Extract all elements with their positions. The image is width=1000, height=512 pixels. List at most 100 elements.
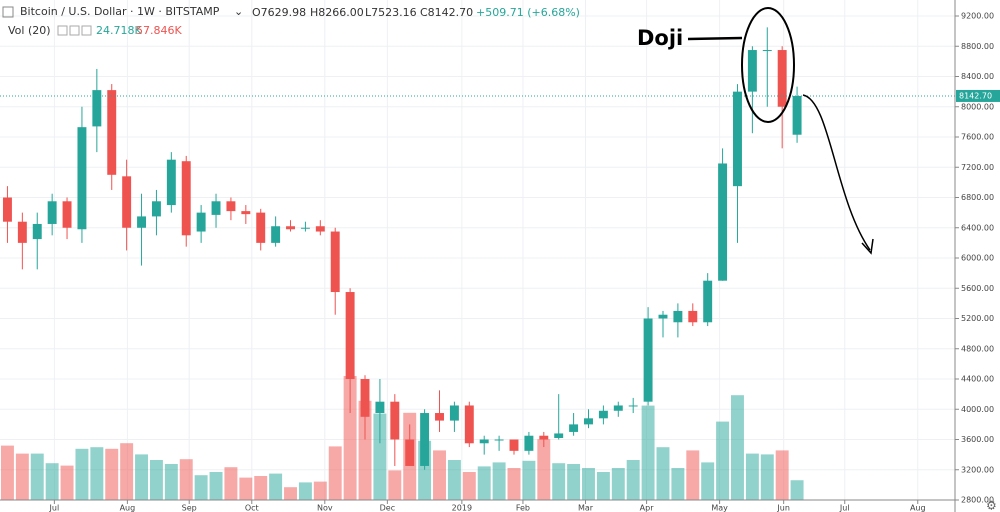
volume-bar [269, 473, 283, 500]
symbol-title: Bitcoin / U.S. Dollar · 1W · BITSTAMP [20, 5, 220, 18]
volume-bar [701, 462, 715, 500]
x-tick-label: Sep [182, 504, 197, 512]
candle-body [643, 318, 653, 402]
close-icon[interactable] [81, 25, 92, 36]
volume-bar [522, 460, 536, 500]
candle-body [137, 216, 147, 228]
y-tick-label: 4400.00 [961, 375, 994, 384]
x-tick-label: May [711, 504, 728, 512]
y-tick-label: 6800.00 [961, 193, 994, 202]
volume-bar [656, 447, 670, 500]
y-tick-label: 5600.00 [961, 284, 994, 293]
x-tick-label: Oct [245, 504, 259, 512]
candle-body [286, 226, 295, 230]
settings-gear[interactable]: ⚙ [986, 499, 997, 512]
candle-body [718, 163, 728, 281]
ohlc-close: C8142.70 [420, 6, 473, 19]
volume-bar [716, 421, 730, 500]
volume-bar [149, 460, 163, 500]
dropdown-arrow[interactable]: ⌄ [234, 5, 243, 18]
volume-bar [75, 448, 89, 500]
volume-title: Vol (20) [8, 24, 51, 37]
candle-body [122, 176, 132, 228]
candle-body [703, 280, 713, 323]
candle-body [166, 159, 176, 206]
candle-body [449, 405, 459, 421]
volume-bar [537, 439, 551, 500]
y-tick-label: 8400.00 [961, 72, 994, 81]
candle-body [539, 435, 549, 440]
volume-bar [492, 462, 506, 500]
volume-bar [284, 487, 297, 500]
candle-body [300, 227, 310, 229]
arrow-head [861, 238, 874, 255]
y-tick-label: 4000.00 [961, 405, 994, 414]
candle-body [345, 292, 355, 379]
candle-body [792, 95, 802, 135]
candle-body [733, 91, 742, 187]
volume-bar [239, 477, 253, 500]
volume-bar [298, 482, 312, 500]
candle-body [598, 410, 608, 419]
volume-bar [209, 472, 223, 500]
candle-body [62, 201, 72, 228]
candle-body [464, 405, 474, 444]
x-tick-label: Jul [49, 504, 60, 512]
candle-body [315, 226, 325, 232]
volume-bar [135, 454, 149, 500]
candle-body [390, 401, 400, 440]
candle-body [196, 212, 206, 232]
volume-bar [60, 465, 74, 500]
candle-body [762, 50, 772, 52]
x-tick-label: Jul [839, 504, 850, 512]
y-tick-label: 8800.00 [961, 42, 994, 51]
candle-body [151, 201, 161, 217]
axes: 2800.00 3200.00 3600.00 4000.00 4400.00 4800.… [0, 12, 1000, 512]
y-tick-label: 8000.00 [961, 102, 994, 111]
candle-body [524, 435, 534, 451]
candle-body [47, 201, 57, 224]
candle-body [554, 433, 564, 438]
candle-body [509, 439, 519, 451]
candle-body [613, 405, 623, 411]
volume-bar [30, 453, 44, 500]
volume-bar [745, 453, 759, 500]
annotation-pointer [687, 36, 743, 41]
candle-body [330, 231, 340, 293]
x-tick-label: Jun [776, 504, 790, 512]
candle-body [777, 50, 787, 107]
volume-bar [45, 463, 59, 500]
volume-bar [254, 476, 268, 500]
candle-body [673, 310, 683, 323]
eye-icon[interactable] [57, 25, 68, 36]
candle-body [435, 413, 444, 421]
volume-bar [120, 443, 134, 500]
volume-bar [15, 453, 29, 500]
x-tick-label: Mar [578, 504, 594, 512]
x-tick-label: Nov [317, 504, 333, 512]
x-tick-label: 2019 [452, 504, 472, 512]
volume-layer [0, 376, 804, 500]
y-tick-label: 6000.00 [961, 254, 994, 263]
collapse-icon[interactable] [2, 6, 14, 18]
candle-body [569, 424, 579, 432]
y-tick-label: 4800.00 [961, 344, 994, 353]
ohlc-high: H8266.00 [310, 6, 364, 19]
x-tick-label: Aug [910, 504, 926, 512]
settings-icon[interactable] [69, 25, 80, 36]
candle-body [181, 161, 191, 236]
candle-body [32, 223, 42, 240]
candle-body [2, 197, 12, 222]
volume-bar [775, 450, 789, 500]
candle-body [211, 201, 221, 215]
ohlc-change: +509.71 (+6.68%) [476, 6, 580, 19]
candle-body [92, 90, 102, 127]
volume-bar [313, 481, 327, 500]
volume-bar [447, 460, 461, 500]
volume-bar [671, 468, 685, 500]
volume-bar [567, 464, 581, 500]
volume-bar [731, 395, 744, 500]
x-tick-label: Apr [640, 504, 655, 512]
candle-body [107, 90, 117, 175]
